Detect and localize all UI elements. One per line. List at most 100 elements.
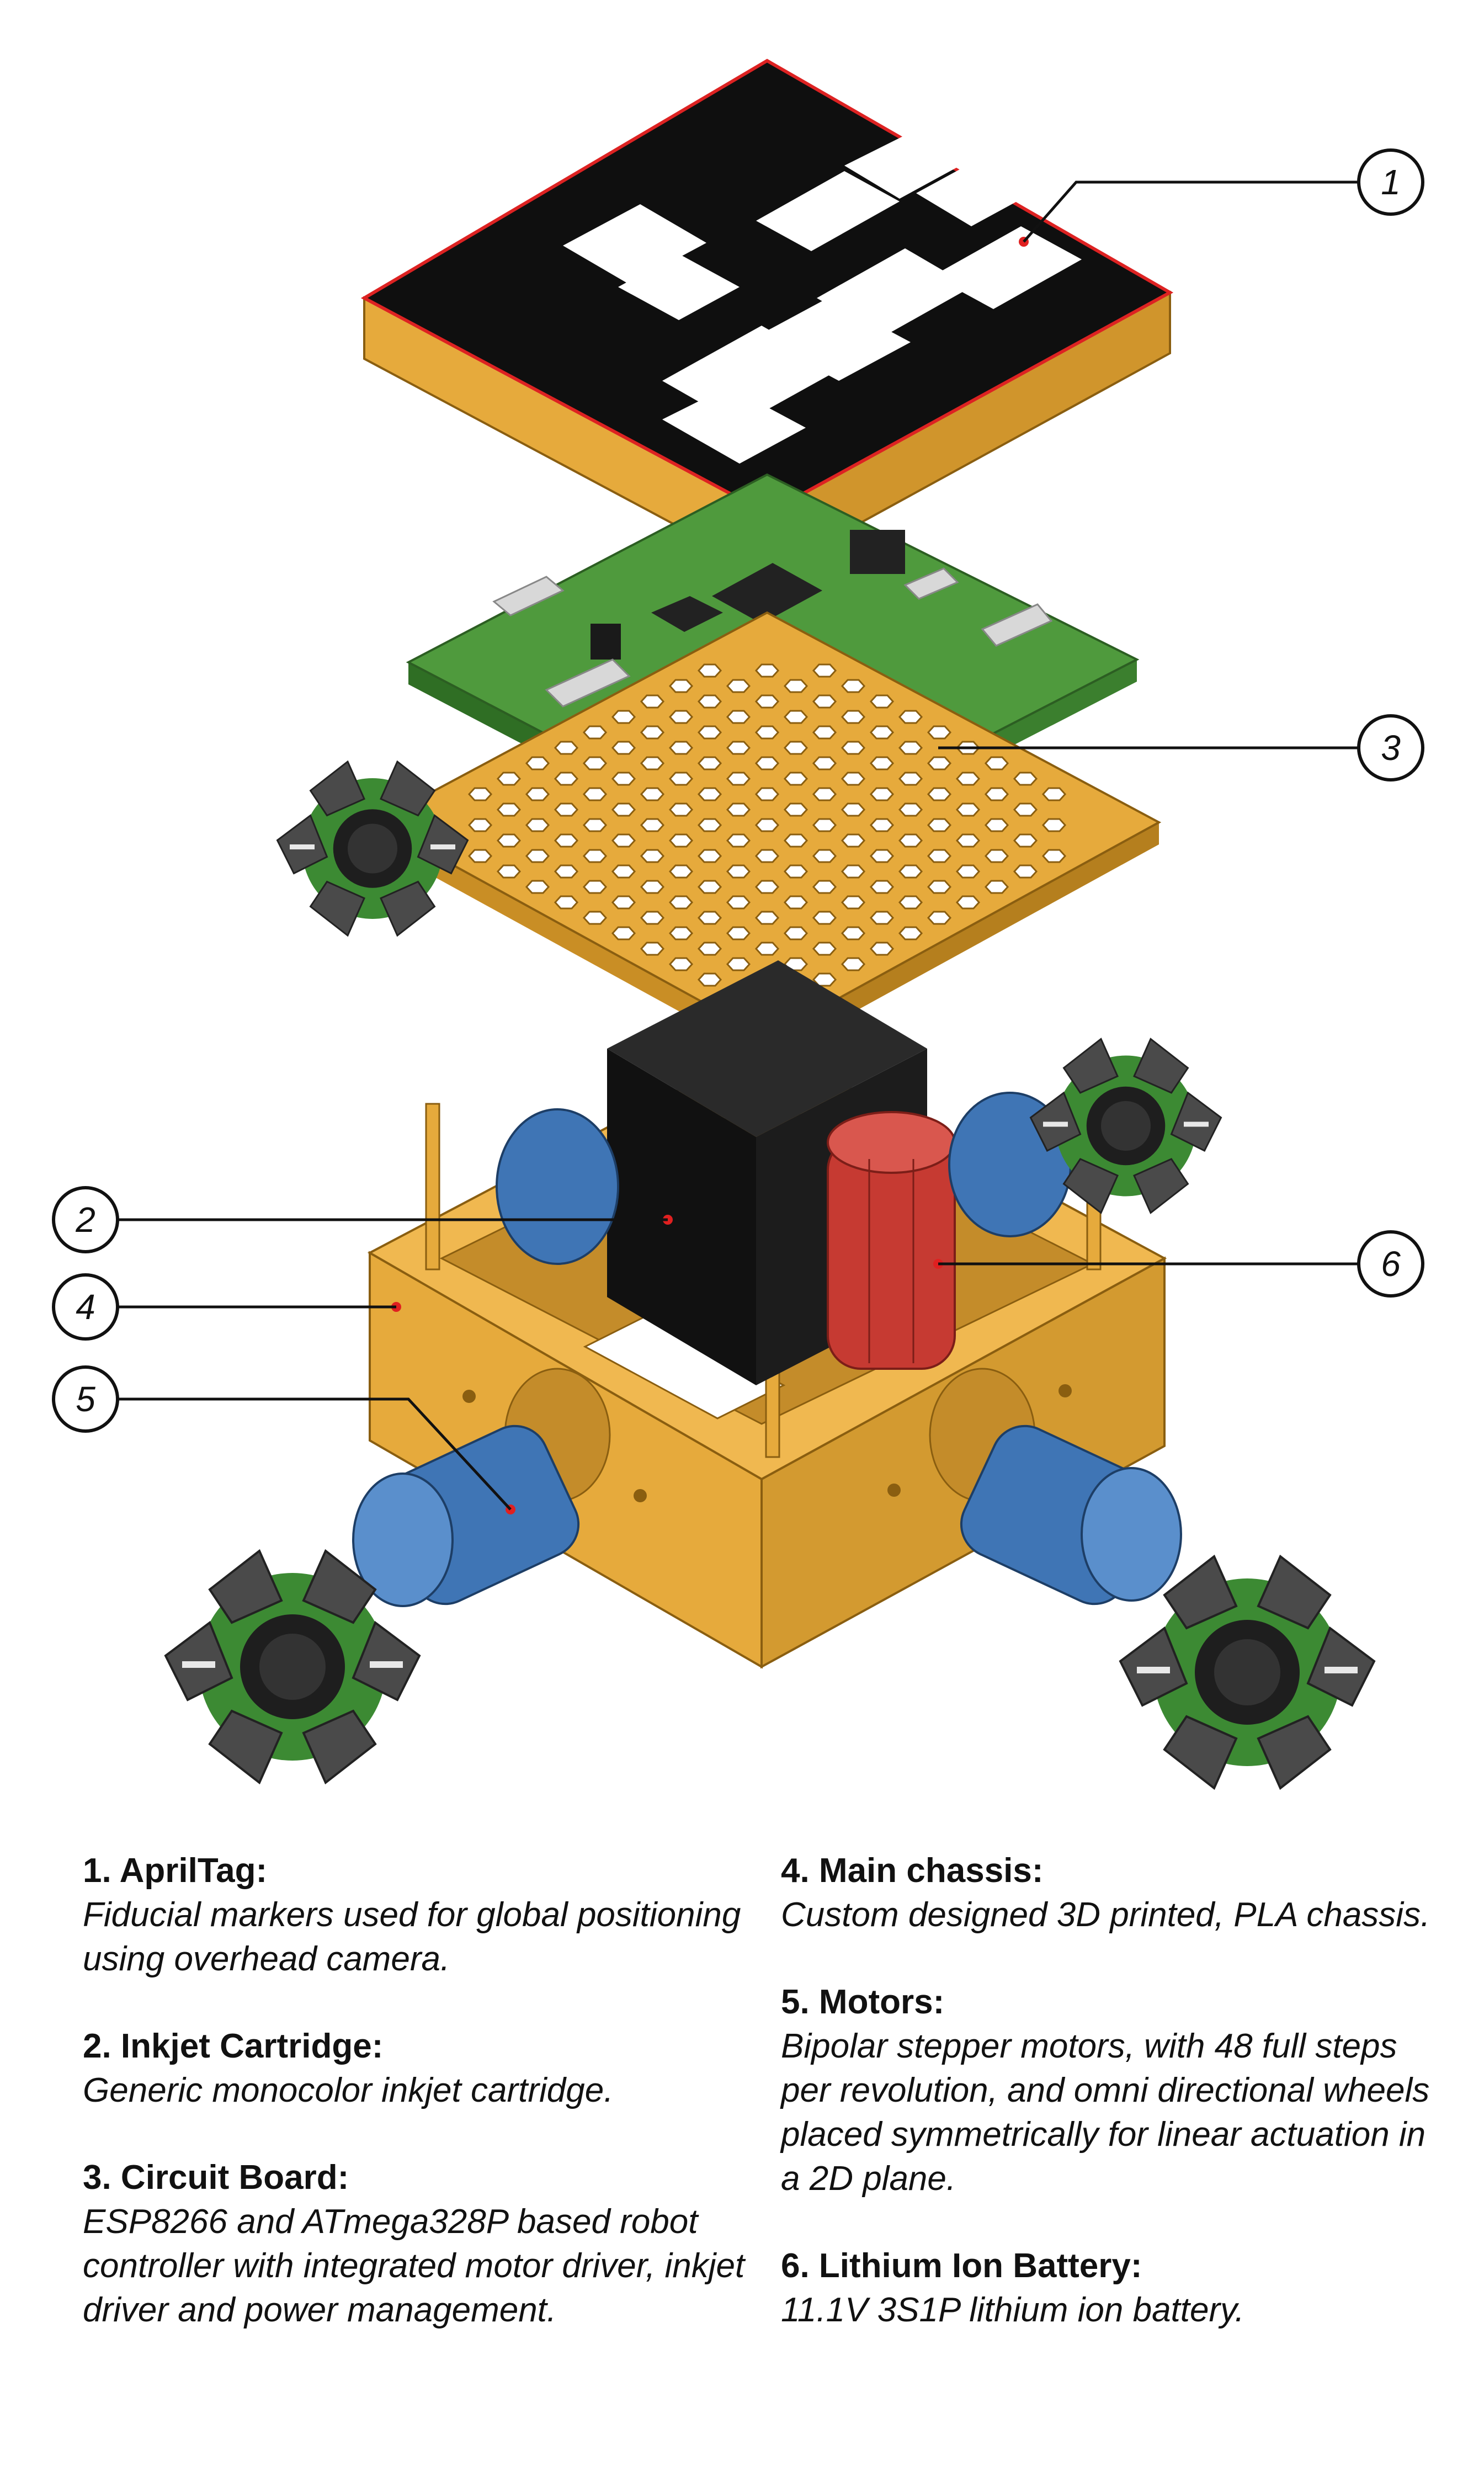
honeycomb-hole [783, 802, 809, 817]
honeycomb-hole [668, 957, 694, 971]
honeycomb-hole [898, 710, 923, 724]
honeycomb-hole [697, 663, 722, 678]
honeycomb-hole [525, 849, 550, 863]
honeycomb-hole [582, 849, 608, 863]
honeycomb-hole [841, 772, 866, 786]
apriltag-plate [360, 59, 1174, 576]
honeycomb-hole [754, 756, 780, 770]
honeycomb-hole [726, 802, 751, 817]
honeycomb-hole [869, 880, 895, 894]
honeycomb-hole [898, 741, 923, 755]
honeycomb-hole [697, 694, 722, 709]
honeycomb-hole [927, 818, 952, 832]
honeycomb-hole [869, 725, 895, 740]
honeycomb-hole [611, 772, 636, 786]
honeycomb-hole [467, 787, 493, 801]
legend-column-right: 4. Main chassis: Custom designed 3D prin… [781, 1849, 1435, 2456]
honeycomb-hole [554, 741, 579, 755]
honeycomb-hole [754, 849, 780, 863]
honeycomb-hole [754, 911, 780, 925]
honeycomb-hole [812, 663, 837, 678]
honeycomb-hole [726, 772, 751, 786]
honeycomb-hole [869, 818, 895, 832]
honeycomb-hole [754, 694, 780, 709]
legend-item-apriltag: 1. AprilTag: Fiducial markers used for g… [83, 1849, 781, 1981]
honeycomb-hole [812, 880, 837, 894]
honeycomb-hole [984, 756, 1009, 770]
honeycomb-hole [697, 787, 722, 801]
legend-description: ESP8266 and ATmega328P based robot contr… [83, 2203, 745, 2329]
honeycomb-hole [525, 787, 550, 801]
honeycomb-hole [668, 741, 694, 755]
honeycomb-hole [955, 864, 981, 879]
honeycomb-hole [1041, 849, 1067, 863]
honeycomb-hole [697, 942, 722, 956]
honeycomb-hole [554, 833, 579, 848]
honeycomb-hole [1041, 787, 1067, 801]
honeycomb-hole [955, 802, 981, 817]
honeycomb-hole [640, 880, 665, 894]
honeycomb-hole [984, 787, 1009, 801]
honeycomb-hole [640, 694, 665, 709]
honeycomb-hole [783, 864, 809, 879]
callout-label-2: 2 [75, 1200, 95, 1240]
legend-item-circuit-board: 3. Circuit Board: ESP8266 and ATmega328P… [83, 2156, 781, 2332]
honeycomb-hole [841, 895, 866, 910]
honeycomb-hole [927, 725, 952, 740]
honeycomb-hole [554, 802, 579, 817]
callout-label-5: 5 [76, 1379, 95, 1419]
honeycomb-hole [726, 957, 751, 971]
honeycomb-hole [582, 911, 608, 925]
honeycomb-hole [726, 864, 751, 879]
legend-description: Fiducial markers used for global positio… [83, 1896, 741, 1978]
honeycomb-hole [898, 895, 923, 910]
callout-line-5 [119, 1397, 512, 1511]
honeycomb-hole [726, 679, 751, 693]
honeycomb-hole [668, 895, 694, 910]
honeycomb-hole [582, 880, 608, 894]
honeycomb-hole [783, 833, 809, 848]
honeycomb-hole [927, 756, 952, 770]
honeycomb-frame [373, 611, 1162, 1060]
legend-item-inkjet-cartridge: 2. Inkjet Cartridge: Generic monocolor i… [83, 2024, 781, 2113]
honeycomb-hole [812, 849, 837, 863]
legend-description: Custom designed 3D printed, PLA chassis. [781, 1896, 1430, 1934]
honeycomb-hole [697, 818, 722, 832]
honeycomb-hole [582, 725, 608, 740]
legend-item-motors: 5. Motors: Bipolar stepper motors, with … [781, 1980, 1435, 2201]
honeycomb-hole [640, 911, 665, 925]
honeycomb-hole [496, 802, 522, 817]
honeycomb-hole [611, 741, 636, 755]
legend-description: Bipolar stepper motors, with 48 full ste… [781, 2027, 1430, 2198]
honeycomb-hole [611, 833, 636, 848]
legend-title: 1. AprilTag: [83, 1852, 268, 1890]
honeycomb-hole [841, 741, 866, 755]
honeycomb-hole [697, 972, 722, 987]
honeycomb-hole [668, 710, 694, 724]
honeycomb-hole [754, 663, 780, 678]
component-legend: 1. AprilTag: Fiducial markers used for g… [83, 1849, 1435, 2456]
honeycomb-hole [927, 880, 952, 894]
legend-title: 3. Circuit Board: [83, 2159, 349, 2197]
motor-front-right [960, 1424, 1182, 1605]
honeycomb-hole [668, 833, 694, 848]
motor-back-left [496, 1108, 619, 1265]
honeycomb-hole [984, 849, 1009, 863]
honeycomb-hole [611, 926, 636, 940]
honeycomb-hole [525, 756, 550, 770]
honeycomb-hole [1041, 818, 1067, 832]
honeycomb-hole [783, 895, 809, 910]
honeycomb-hole [582, 818, 608, 832]
honeycomb-hole [640, 849, 665, 863]
callout-label-3: 3 [1381, 728, 1401, 768]
honeycomb-hole [927, 787, 952, 801]
honeycomb-hole [697, 880, 722, 894]
honeycomb-hole [927, 849, 952, 863]
honeycomb-hole [841, 957, 866, 971]
honeycomb-hole [812, 818, 837, 832]
honeycomb-hole [611, 895, 636, 910]
honeycomb-hole [754, 880, 780, 894]
honeycomb-hole [640, 942, 665, 956]
honeycomb-hole [812, 911, 837, 925]
honeycomb-hole [525, 880, 550, 894]
